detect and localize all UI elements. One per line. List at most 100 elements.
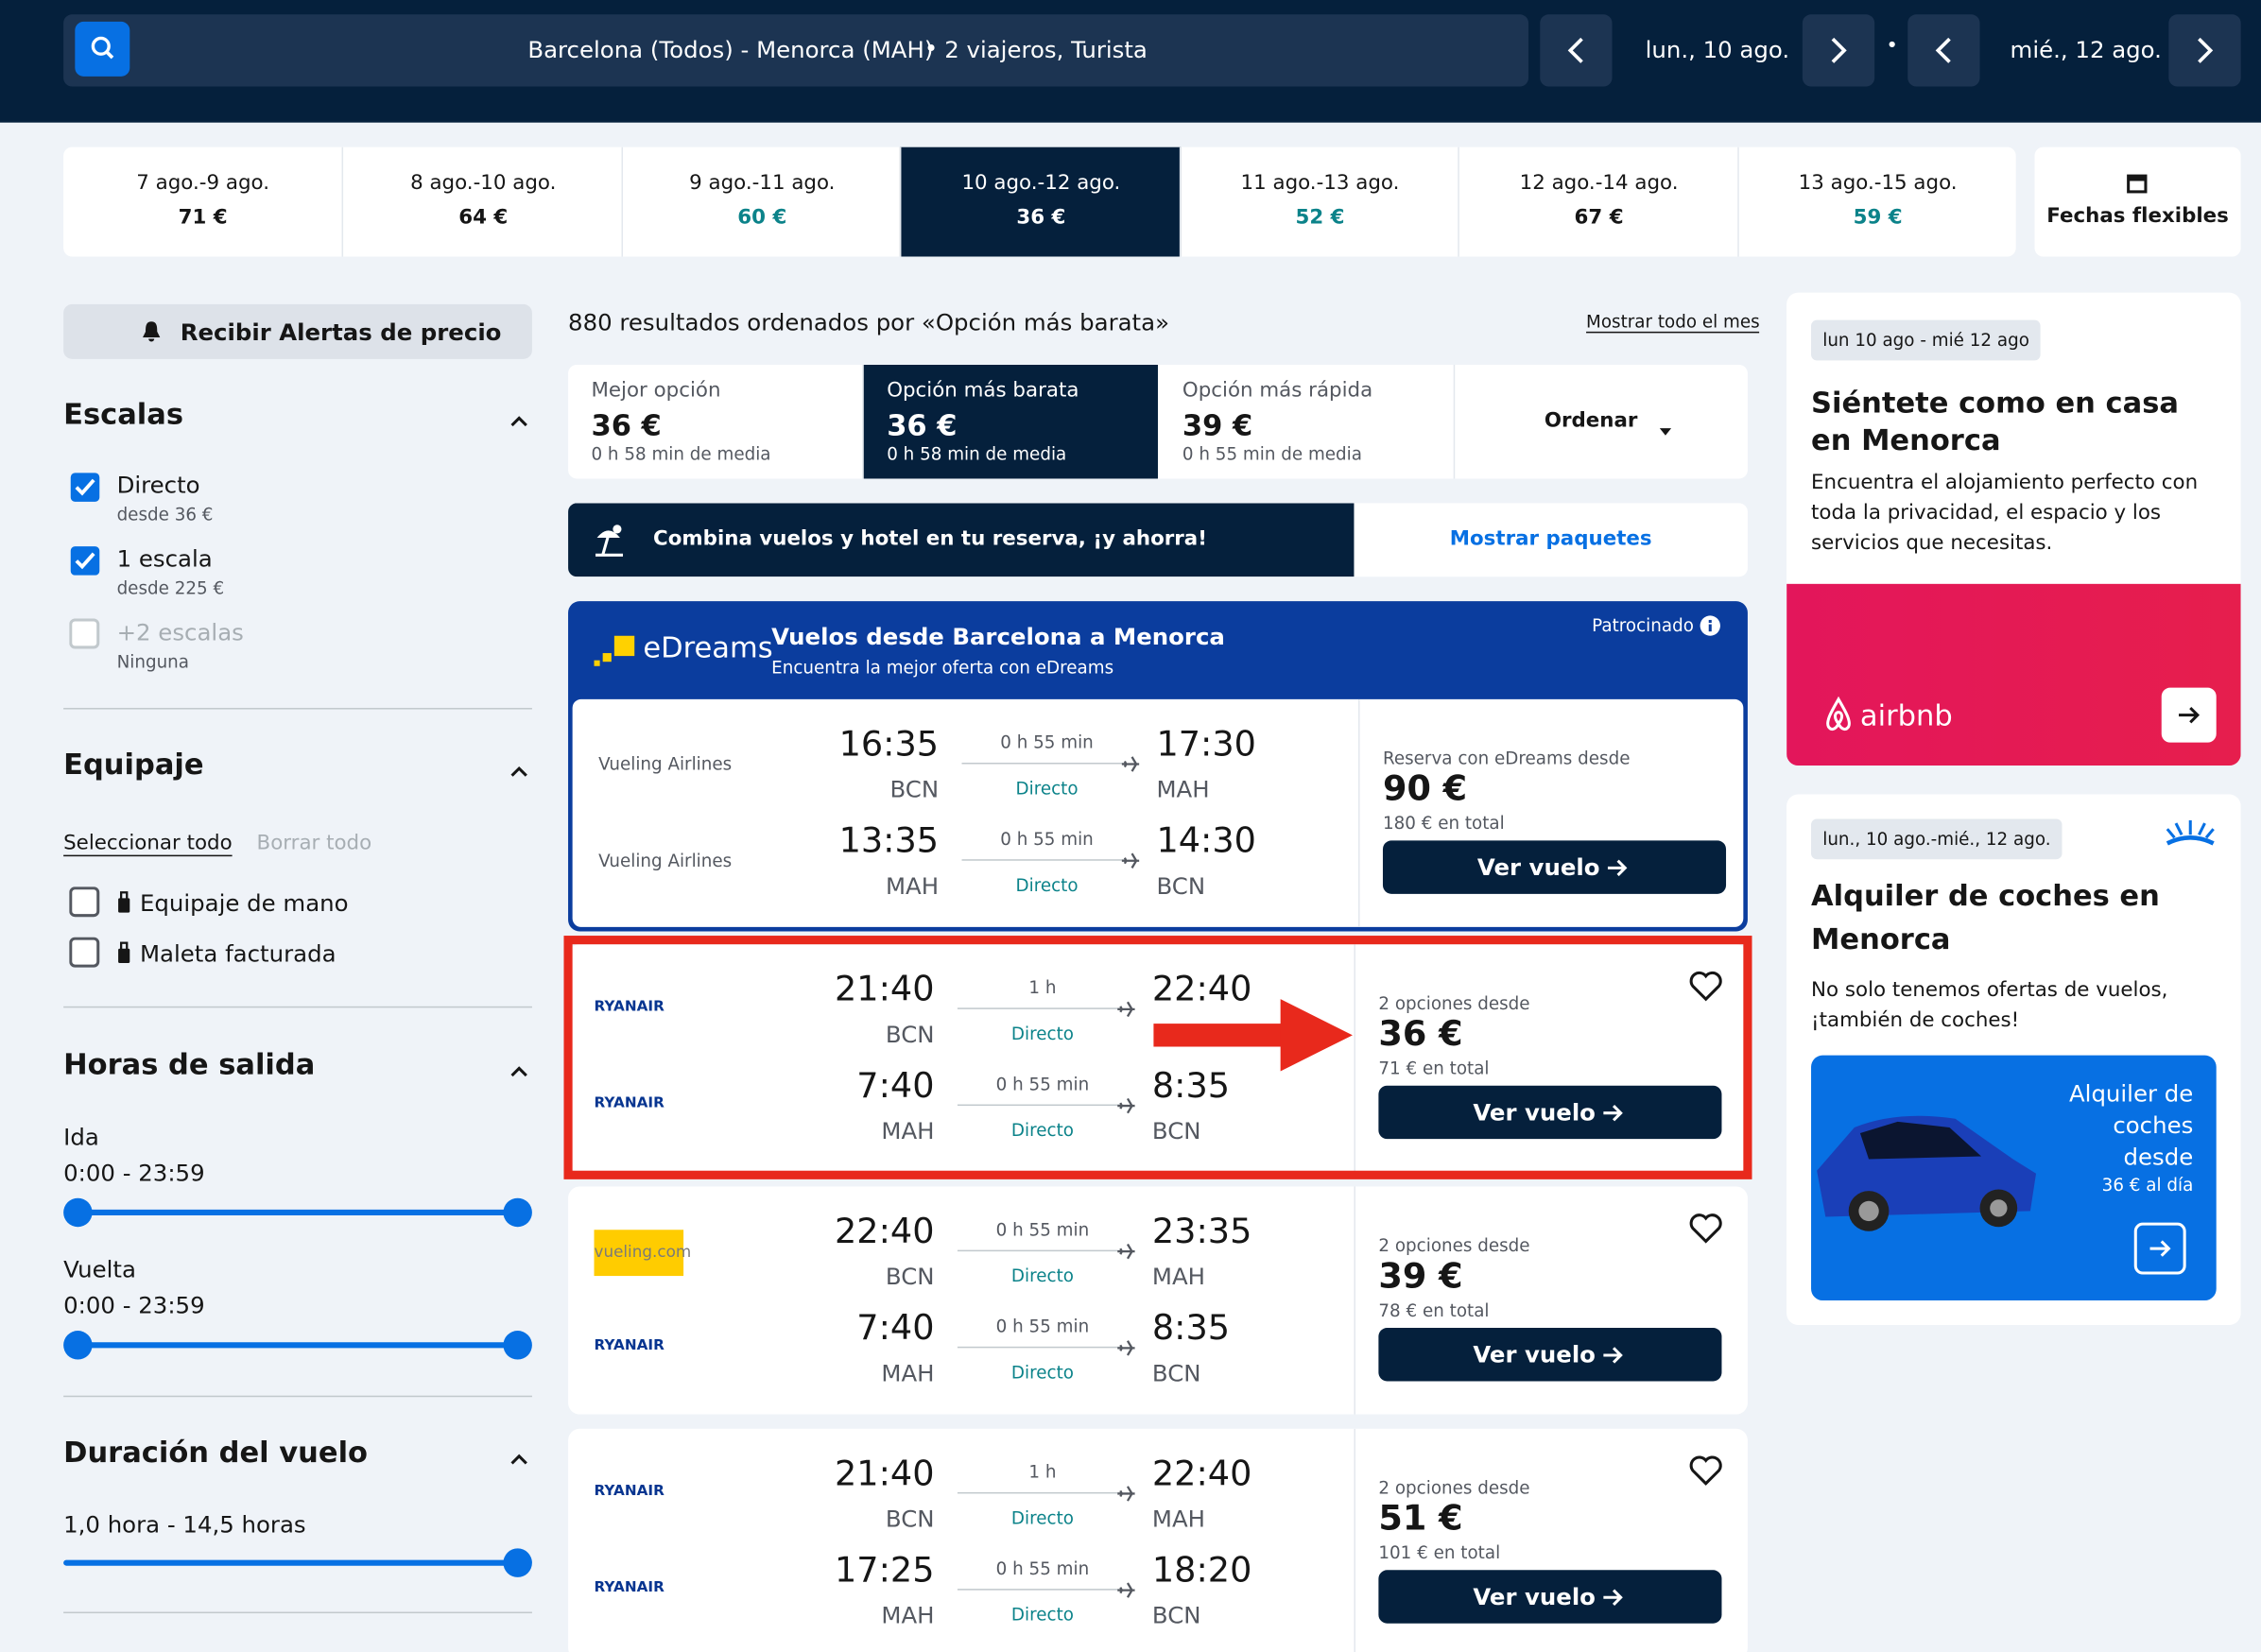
plane-icon-svg [1117, 1582, 1135, 1598]
arrival-airport: MAH [1151, 1263, 1205, 1291]
slider-knob[interactable] [503, 1548, 532, 1577]
airbnb-logo-svg [1826, 696, 1851, 731]
baggage-label[interactable]: Maleta facturada [139, 939, 337, 968]
airline-logo: RYANAIR [594, 1483, 664, 1500]
arrow-icon [1608, 858, 1629, 876]
sort-duration: 0 h 58 min de media [887, 443, 1067, 465]
price-total: 78 € en total [1378, 1300, 1490, 1321]
date-tab[interactable]: 8 ago.-10 ago. 64 € [342, 146, 623, 257]
date-tab[interactable]: 13 ago.-15 ago. 59 € [1736, 146, 2016, 257]
next-return[interactable] [2168, 14, 2241, 87]
price-alert-button[interactable]: Recibir Alertas de precio [63, 303, 532, 359]
checkbox [69, 618, 101, 656]
sponsored-card: eDreams Vuelos desde Barcelona a Menorca E… [568, 601, 1748, 932]
slider-knob[interactable] [503, 1197, 532, 1228]
arrival-airport: MAH [1151, 1021, 1205, 1049]
depart-date[interactable]: lun., 10 ago. [1645, 36, 1790, 64]
search-bar[interactable] [63, 14, 1529, 87]
plane-icon-svg [1117, 1243, 1135, 1260]
date-tab[interactable]: 9 ago.-11 ago. 60 € [621, 146, 902, 257]
arrival-airport: BCN [1151, 1117, 1201, 1145]
plane-icon-svg [1121, 756, 1140, 772]
price: 90 € [1382, 768, 1468, 809]
select-all[interactable]: Seleccionar todo [63, 832, 233, 857]
flight-card[interactable]: RYANAIR 21:40 BCN 1 h Directo 22:40 MAH RYANAIR… [568, 1428, 1748, 1652]
sort-price: 39 € [1182, 407, 1253, 443]
clear-all[interactable]: Borrar todo [256, 832, 372, 855]
slider-track[interactable] [78, 1209, 518, 1216]
departure-airport: MAH [881, 1359, 935, 1387]
prev-depart[interactable] [1540, 14, 1613, 87]
checkbox-svg [70, 473, 100, 502]
tab-dates: 12 ago.-14 ago. [1519, 171, 1679, 195]
next-depart[interactable] [1802, 14, 1875, 87]
view-flight-button[interactable]: Ver vuelo [1382, 840, 1727, 894]
sort-dropdown[interactable]: Ordenar [1455, 365, 1748, 479]
stops: Directo [1010, 1362, 1074, 1383]
stop-label[interactable]: 1 escala [116, 544, 213, 573]
stops: Directo [1010, 1120, 1074, 1141]
prev-return[interactable] [1907, 14, 1980, 87]
checkbox-svg [69, 886, 100, 918]
flight-duration: 0 h 55 min [995, 1219, 1090, 1240]
button-label: Ver vuelo [1473, 1583, 1596, 1610]
show-month-link[interactable]: Mostrar todo el mes [1586, 311, 1760, 334]
slider-knob[interactable] [503, 1331, 532, 1360]
package-button[interactable]: Mostrar paquetes [1449, 527, 1652, 551]
stop-label[interactable]: +2 escalas [116, 618, 244, 646]
date-tabs: 7 ago.-9 ago. 71 € 8 ago.-10 ago. 64 € 9 ago… [63, 146, 2016, 257]
stop-sub: Ninguna [116, 651, 190, 672]
view-flight-button[interactable]: Ver vuelo [1378, 1327, 1722, 1382]
flight-duration: 1 h [1028, 977, 1057, 998]
airline-logo: RYANAIR [594, 1337, 664, 1354]
ad-arrow-button[interactable] [2133, 1222, 2186, 1275]
slider-knob[interactable] [63, 1197, 93, 1228]
arrival-time: 17:30 [1156, 723, 1256, 765]
flight-card[interactable]: vueling.com 22:40 BCN 0 h 55 min Directo 23:3… [568, 1186, 1748, 1415]
stop-sub: desde 225 € [116, 577, 225, 599]
favorite-icon[interactable] [1688, 1454, 1723, 1492]
search-button[interactable] [75, 21, 130, 77]
airline-logo: RYANAIR [594, 999, 664, 1015]
flexible-dates-button[interactable]: Fechas flexibles [2034, 146, 2241, 257]
date-tab[interactable]: 10 ago.-12 ago. 36 € [900, 146, 1181, 257]
slider-track[interactable] [78, 1342, 518, 1349]
sponsored-flight[interactable]: Vueling Airlines 16:35 BCN 0 h 55 min Direct… [572, 698, 1744, 927]
divider [63, 708, 532, 710]
date-tab[interactable]: 12 ago.-14 ago. 67 € [1458, 146, 1739, 257]
view-flight-button[interactable]: Ver vuelo [1378, 1570, 1722, 1624]
stop-label[interactable]: Directo [116, 471, 200, 499]
sponsored-title: Vuelos desde Barcelona a Menorca [771, 623, 1225, 651]
car-ad[interactable]: lun., 10 ago.-mié., 12 ago. Alquiler de c… [1786, 794, 2241, 1325]
date-tab[interactable]: 11 ago.-13 ago. 52 € [1179, 146, 1459, 257]
flight-card[interactable]: RYANAIR 21:40 BCN 1 h Directo 22:40 MAH RYANAIR… [568, 944, 1748, 1173]
hotel-ad[interactable]: lun 10 ago - mié 12 ago Siéntete como en … [1786, 292, 2241, 766]
stops: Directo [1015, 874, 1079, 896]
price-divider [1354, 944, 1355, 1173]
flight-duration: 0 h 55 min [995, 1074, 1090, 1094]
arrow-icon [1604, 1104, 1624, 1121]
arrival-time: 22:40 [1151, 969, 1252, 1009]
departure-time: 16:35 [838, 723, 940, 765]
section-title: Escalas [63, 396, 184, 432]
departure-time: 21:40 [835, 969, 935, 1009]
view-flight-button[interactable]: Ver vuelo [1378, 1085, 1722, 1140]
bag-icon-svg [118, 891, 130, 913]
price-divider [1354, 1186, 1355, 1415]
baggage-label[interactable]: Equipaje de mano [139, 889, 349, 918]
plane-icon-svg [1117, 1097, 1135, 1114]
car-card[interactable]: Alquiler de coches desde 36 € al día [1811, 1055, 2217, 1301]
departure-airport: BCN [885, 1021, 935, 1049]
date-tab[interactable]: 7 ago.-9 ago. 71 € [63, 147, 342, 257]
slider-track[interactable] [63, 1559, 518, 1566]
sort-tab[interactable]: Mejor opción 36 €0 h 58 min de media [568, 364, 864, 479]
route-line [957, 1104, 1122, 1107]
favorite-icon[interactable] [1688, 1213, 1723, 1250]
sort-tab[interactable]: Opción más barata 36 €0 h 58 min de media [863, 364, 1158, 479]
sort-tab[interactable]: Opción más rápida 39 €0 h 55 min de media [1160, 364, 1456, 479]
slider-knob[interactable] [63, 1331, 93, 1360]
favorite-icon[interactable] [1688, 971, 1723, 1008]
ad-arrow-button[interactable] [2161, 687, 2217, 743]
return-date[interactable]: mié., 12 ago. [2010, 36, 2162, 64]
favorite-icon-svg [1689, 1455, 1722, 1486]
